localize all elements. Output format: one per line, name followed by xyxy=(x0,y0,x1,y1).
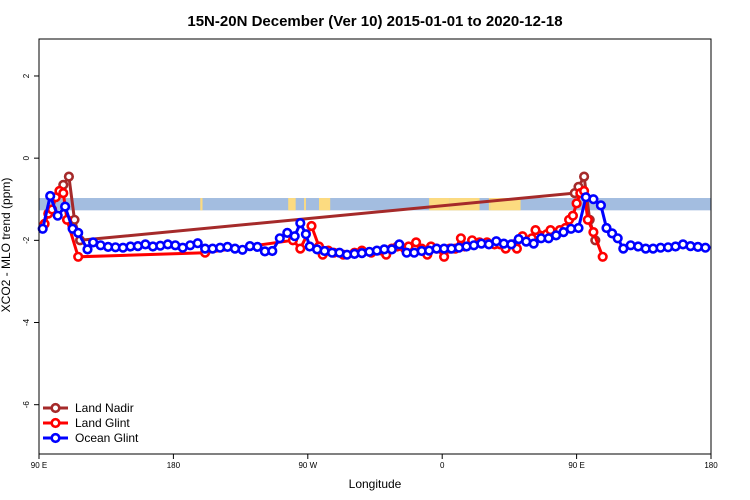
series-layer xyxy=(37,171,711,262)
x-tick-label: 0 xyxy=(440,461,445,470)
data-point xyxy=(394,239,405,250)
data-point xyxy=(597,251,608,262)
y-tick-label: -4 xyxy=(22,318,31,326)
data-point xyxy=(59,201,71,212)
x-tick-label: 90 W xyxy=(298,461,317,470)
y-tick-label: -2 xyxy=(22,236,31,244)
data-point xyxy=(700,242,711,253)
data-point xyxy=(274,233,285,244)
data-point xyxy=(588,227,599,238)
plot-frame xyxy=(38,38,712,455)
x-tick-label: 180 xyxy=(704,461,718,470)
data-point xyxy=(439,251,450,262)
data-point xyxy=(267,245,278,257)
data-point xyxy=(455,233,467,244)
legend-label: Land Glint xyxy=(75,416,130,430)
data-point xyxy=(58,188,69,199)
legend-item: Ocean Glint xyxy=(43,431,139,445)
data-point xyxy=(578,171,590,182)
data-point xyxy=(192,238,203,249)
data-point xyxy=(582,214,593,225)
legend-item: Land Nadir xyxy=(43,401,134,415)
legend-label: Ocean Glint xyxy=(75,431,139,445)
data-point xyxy=(386,244,397,255)
data-point xyxy=(530,225,541,236)
data-point xyxy=(506,239,517,250)
data-point xyxy=(588,194,599,205)
land-segment xyxy=(488,198,491,211)
data-point xyxy=(52,210,63,221)
data-point xyxy=(37,223,48,234)
data-point xyxy=(295,243,306,254)
data-point xyxy=(567,210,579,221)
x-axis-label: Longitude xyxy=(349,477,402,491)
ocean-band xyxy=(39,198,711,211)
data-point xyxy=(528,238,539,249)
data-point xyxy=(82,244,93,255)
legend-label: Land Nadir xyxy=(75,401,134,415)
land-segment xyxy=(304,198,306,211)
data-point xyxy=(73,251,84,262)
data-point xyxy=(306,220,317,232)
legend-marker xyxy=(50,432,61,444)
y-tick-label: 2 xyxy=(22,73,31,78)
land-segment xyxy=(200,198,203,211)
x-tick-label: 90 E xyxy=(31,461,47,470)
axis-layer: 90 E 180 90 W 0 90 E 180 2 0 -2 -4 -6 xyxy=(22,73,718,470)
data-point xyxy=(573,222,584,234)
data-point xyxy=(63,171,74,182)
background-band xyxy=(39,198,711,211)
data-point xyxy=(612,233,623,244)
data-point xyxy=(411,237,422,248)
land-segment xyxy=(288,198,296,211)
legend-marker xyxy=(50,402,61,414)
data-point xyxy=(300,229,312,240)
legend-item: Land Glint xyxy=(43,416,130,430)
data-point xyxy=(45,190,56,202)
x-tick-label: 180 xyxy=(167,461,181,470)
series-ocean-glint xyxy=(37,190,711,260)
data-point xyxy=(571,198,582,209)
data-point xyxy=(73,227,84,238)
data-point xyxy=(295,218,306,229)
x-tick-label: 90 E xyxy=(568,461,584,470)
data-point xyxy=(289,231,300,242)
data-point xyxy=(595,200,607,211)
y-tick-label: -6 xyxy=(22,401,31,409)
y-tick-label: 0 xyxy=(22,155,31,160)
data-point xyxy=(237,244,248,255)
legend-marker xyxy=(50,417,61,429)
data-point xyxy=(252,241,263,252)
land-segment xyxy=(319,198,331,211)
y-axis-label: XCO2 - MLO trend (ppm) xyxy=(0,178,13,313)
chart-title: 15N-20N December (Ver 10) 2015-01-01 to … xyxy=(187,13,562,30)
